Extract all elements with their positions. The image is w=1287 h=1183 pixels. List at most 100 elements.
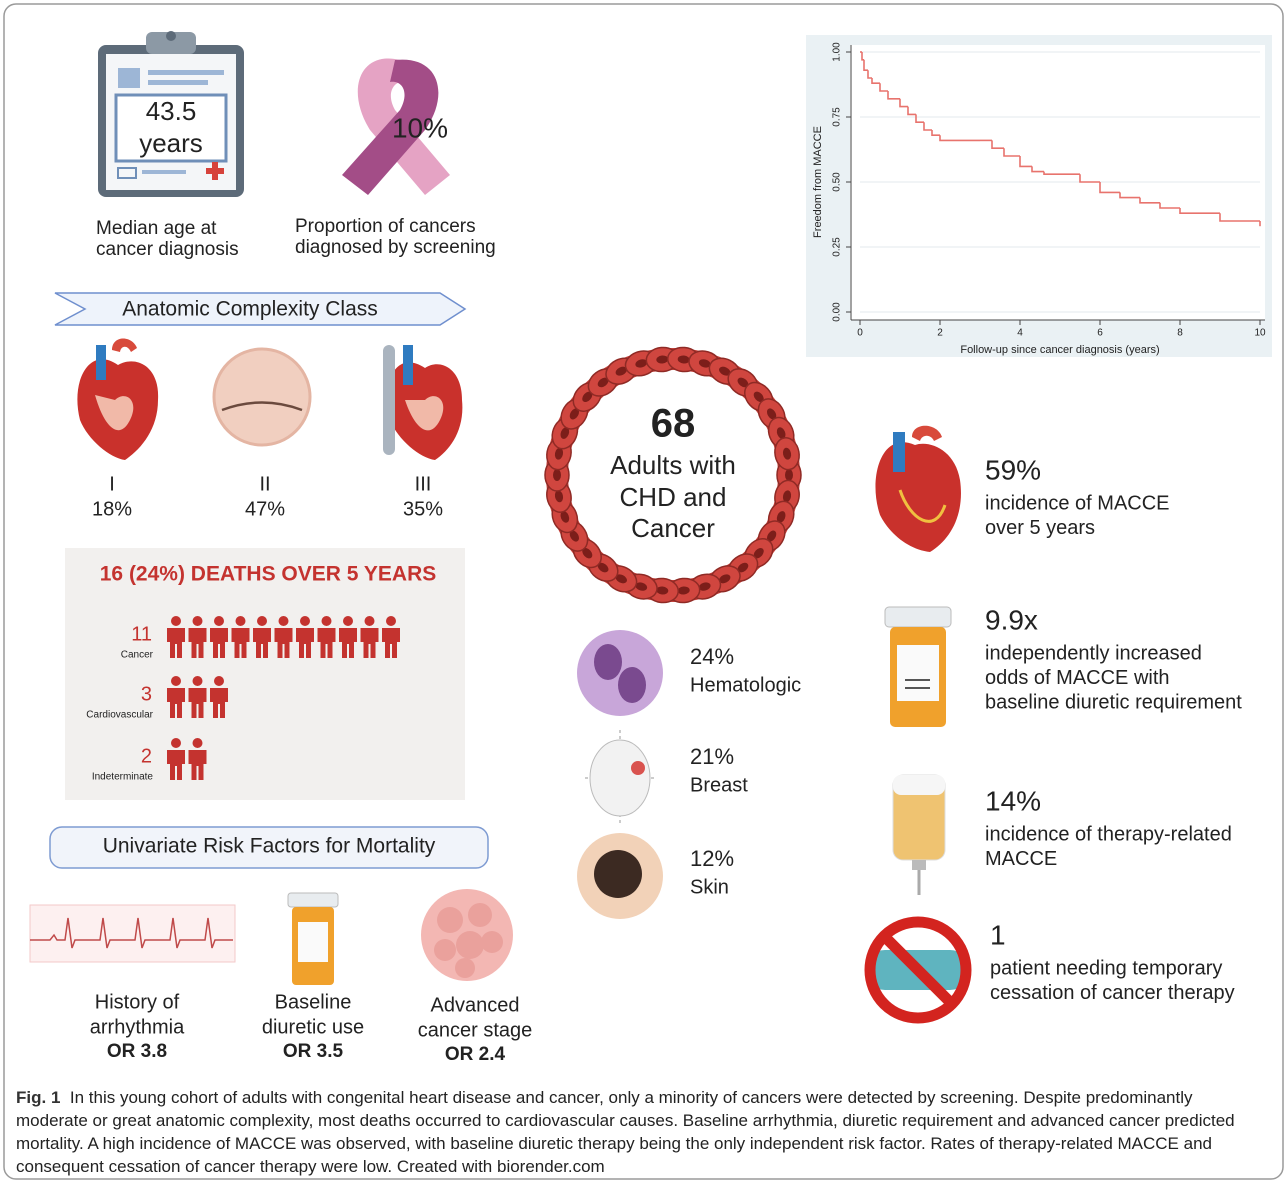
factor-line: Baseline xyxy=(275,991,352,1013)
person xyxy=(360,628,379,658)
km-step xyxy=(899,98,908,108)
km-step xyxy=(887,91,900,100)
factor-line: History of xyxy=(95,991,180,1013)
ring-nucleus xyxy=(785,469,793,481)
person xyxy=(167,688,185,718)
y-tick-label: 0.75 xyxy=(832,107,843,127)
heart-icon xyxy=(77,338,159,460)
cancer-value: 21% xyxy=(690,744,734,769)
person xyxy=(210,688,228,718)
ring-nucleus xyxy=(782,447,792,460)
outcome-line: over 5 years xyxy=(985,517,1095,539)
death-label: Cancer xyxy=(121,650,154,661)
section-title: Univariate Risk Factors for Mortality xyxy=(103,835,436,858)
age-unit: years xyxy=(139,128,203,158)
cohort-line: Cancer xyxy=(631,513,715,543)
factor-line: cancer stage xyxy=(418,1019,533,1041)
age-value: 43.5 xyxy=(146,96,197,126)
ring-nucleus xyxy=(677,586,690,595)
breast-icon xyxy=(585,730,655,825)
ring-nucleus xyxy=(737,377,749,388)
km-step xyxy=(1219,213,1260,222)
no-sign-icon xyxy=(864,916,972,1024)
ring-nucleus xyxy=(597,562,609,573)
ring-nucleus xyxy=(569,408,580,420)
person xyxy=(188,688,207,718)
ring-nucleus xyxy=(776,427,786,439)
person xyxy=(231,628,250,658)
km-step xyxy=(1119,192,1140,199)
outcome-value: 59% xyxy=(985,454,1041,485)
cancer-label: Hematologic xyxy=(690,674,801,696)
km-step xyxy=(1043,171,1080,175)
outcome-value: 9.9x xyxy=(985,604,1038,635)
cohort-line: Adults with xyxy=(610,450,736,480)
caption: Fig. 1 In this young cohort of adults wi… xyxy=(16,1086,1268,1178)
outcome-line: cessation of cancer therapy xyxy=(990,982,1235,1004)
person xyxy=(188,750,207,780)
skin-icon xyxy=(577,833,663,919)
ring-nucleus xyxy=(656,586,669,595)
class-label: II xyxy=(259,473,270,495)
outcome-line: odds of MACCE with xyxy=(985,667,1170,689)
ring-nucleus xyxy=(553,469,561,481)
km-step xyxy=(1003,148,1020,157)
caption-line: cancer diagnosis xyxy=(96,239,239,260)
ring-nucleus xyxy=(782,490,792,503)
ring-nucleus xyxy=(753,391,764,403)
cancer-label: Breast xyxy=(690,774,748,796)
km-step xyxy=(1019,156,1032,168)
ring-nucleus xyxy=(597,377,609,388)
person xyxy=(214,676,224,686)
factor-line: arrhythmia xyxy=(90,1016,185,1038)
y-tick-label: 0.25 xyxy=(832,237,843,257)
ring-nucleus xyxy=(582,547,593,559)
km-step xyxy=(1079,174,1100,183)
person xyxy=(188,628,207,658)
y-tick-label: 0.50 xyxy=(832,172,843,192)
ring-nucleus xyxy=(766,408,777,420)
people-icons xyxy=(167,738,207,780)
ring-nucleus xyxy=(560,427,570,439)
ring-nucleus xyxy=(677,355,690,364)
deaths-title: 16 (24%) DEATHS OVER 5 YEARS xyxy=(100,563,437,586)
cohort-line: CHD and xyxy=(620,482,727,512)
ring-nucleus xyxy=(615,574,627,584)
person xyxy=(382,628,400,658)
ring-nucleus xyxy=(635,582,648,591)
person xyxy=(278,616,289,626)
outcome-value: 14% xyxy=(985,785,1041,816)
ring-nucleus xyxy=(719,574,731,584)
death-label: Cardiovascular xyxy=(86,710,153,721)
ring-nucleus xyxy=(635,359,648,368)
death-count: 11 xyxy=(131,623,152,645)
class-value: 35% xyxy=(403,498,443,520)
ring-nucleus xyxy=(776,511,786,523)
x-tick-label: 10 xyxy=(1254,328,1266,339)
ring-center xyxy=(572,374,774,576)
ring-nucleus xyxy=(615,366,627,376)
person xyxy=(171,616,181,626)
ring-nucleus xyxy=(656,355,669,364)
person xyxy=(253,628,271,658)
cohort-count: 68 xyxy=(651,402,696,446)
outcome-line: incidence of therapy-related xyxy=(985,823,1232,845)
death-count: 3 xyxy=(141,683,152,705)
ring-nucleus xyxy=(698,582,711,591)
person xyxy=(235,616,246,626)
ring-nucleus xyxy=(698,359,711,368)
class-label: III xyxy=(415,473,432,495)
ring-nucleus xyxy=(569,530,580,542)
caption-text: In this young cohort of adults with cong… xyxy=(16,1088,1235,1176)
outcome-line: independently increased xyxy=(985,642,1202,664)
ring-nucleus xyxy=(554,490,564,503)
tumor-icon xyxy=(421,889,513,981)
km-step xyxy=(863,59,868,71)
people-icons xyxy=(167,616,400,658)
person xyxy=(192,676,203,686)
x-tick-label: 0 xyxy=(857,328,863,339)
y-tick-label: 0.00 xyxy=(832,302,843,322)
cancer-value: 24% xyxy=(690,644,734,669)
x-tick-label: 4 xyxy=(1017,328,1023,339)
